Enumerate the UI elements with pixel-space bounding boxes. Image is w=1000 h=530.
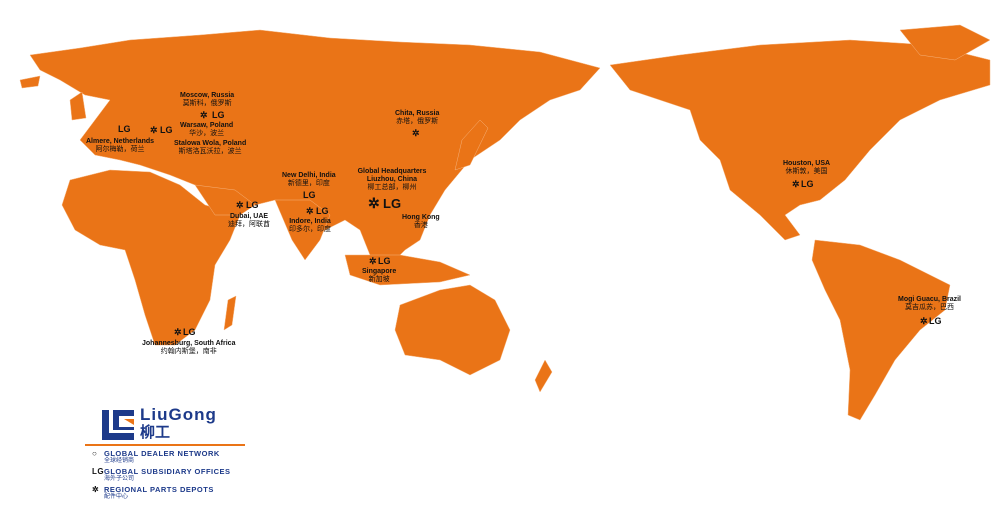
gear-icon: ✲: [412, 128, 420, 138]
legend-dealer-network: ○ GLOBAL DEALER NETWORK 全球经销商: [92, 449, 220, 464]
new-zealand: [534, 359, 553, 393]
label-new-delhi: New Delhi, India 新德里，印度: [282, 172, 336, 187]
liugong-logo: [102, 410, 134, 440]
liugong-logo-icon: LG: [92, 467, 105, 476]
liugong-logo-icon: LG: [183, 327, 196, 337]
white-dot-icon: ○: [92, 449, 98, 458]
brand-name: LiuGong: [140, 405, 217, 424]
gear-icon: ✲: [200, 110, 208, 120]
label-hong-kong: Hong Kong 香港: [402, 214, 440, 229]
label-warsaw: Warsaw, Poland 华沙，波兰: [180, 122, 234, 137]
label-moscow: Moscow, Russia 莫斯科，俄罗斯: [180, 92, 235, 107]
greenland: [899, 24, 991, 61]
north-america: [609, 39, 991, 241]
arabia: [194, 184, 256, 216]
liugong-logo-icon: LG: [383, 196, 402, 211]
label-liuzhou-hq: Global Headquarters Liuzhou, China 柳工总部，柳…: [357, 168, 427, 191]
legend-parts-depots: ✲ REGIONAL PARTS DEPOTS 配件中心: [92, 485, 214, 500]
gear-icon: ✲: [306, 206, 314, 216]
liugong-logo-icon: LG: [378, 256, 391, 266]
africa: [61, 169, 241, 346]
south-america: [811, 239, 951, 421]
label-stalowa-wola: Stalowa Wola, Poland 斯塔洛瓦沃拉，波兰: [174, 140, 247, 155]
gear-icon: ✲: [369, 256, 377, 266]
brand-name-zh: 柳工: [140, 424, 171, 441]
gear-icon: ✲: [368, 195, 380, 211]
india: [274, 199, 331, 261]
australia: [394, 284, 511, 376]
liugong-logo-icon: LG: [160, 125, 173, 135]
label-johannesburg: Johannesburg, South Africa 约翰内斯堡，南非: [142, 340, 236, 355]
madagascar: [223, 295, 237, 331]
gear-icon: ✲: [92, 485, 100, 494]
divider: [85, 444, 245, 446]
uk: [69, 91, 87, 121]
japan: [454, 119, 489, 171]
gear-icon: ✲: [174, 327, 182, 337]
label-houston: Houston, USA 休斯敦，美国: [783, 160, 831, 175]
liugong-logo-icon: LG: [303, 190, 316, 200]
liugong-logo-icon: LG: [801, 179, 814, 189]
label-dubai: Dubai, UAE 迪拜，阿联酋: [228, 213, 270, 228]
liugong-logo-icon: LG: [246, 200, 259, 210]
label-mogi-guacu: Mogi Guacu, Brazil 莫吉瓜苏，巴西: [898, 296, 962, 311]
liugong-logo-icon: LG: [929, 316, 942, 326]
legend-subsidiary-offices: LG GLOBAL SUBSIDIARY OFFICES 海外子公司: [92, 467, 231, 482]
gear-icon: ✲: [792, 179, 800, 189]
label-indore: Indore, India 印多尔，印度: [289, 218, 331, 233]
iceland: [19, 75, 41, 89]
gear-icon: ✲: [236, 200, 244, 210]
label-chita: Chita, Russia 赤塔，俄罗斯: [395, 110, 440, 125]
liugong-logo-icon: LG: [316, 206, 329, 216]
liugong-logo-icon: LG: [212, 110, 225, 120]
eurasia: [29, 29, 601, 266]
label-singapore: Singapore 新加坡: [362, 268, 397, 283]
gear-icon: ✲: [150, 125, 158, 135]
gear-icon: ✲: [920, 316, 928, 326]
sea-islands: [344, 254, 471, 286]
liugong-logo-icon: LG: [118, 124, 131, 134]
label-almere: Almere, Netherlands 阿尔梅勒，荷兰: [86, 138, 155, 153]
